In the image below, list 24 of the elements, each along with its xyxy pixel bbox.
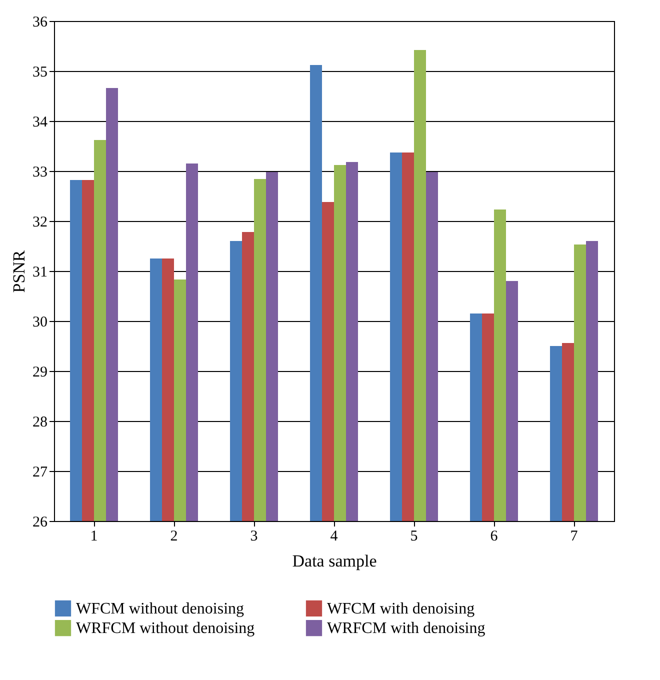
x-tick-label: 1 [90, 528, 98, 544]
y-tick-label: 35 [32, 64, 48, 80]
y-tick-label: 26 [32, 514, 48, 530]
y-tick-label: 30 [32, 314, 48, 330]
y-tick-label: 36 [32, 14, 48, 30]
x-tick-label: 7 [570, 528, 578, 544]
legend-label: WRFCM with denoising [327, 620, 486, 637]
x-tick-label: 4 [330, 528, 338, 544]
y-axis-title: PSNR [10, 250, 28, 293]
x-tick-label: 6 [490, 528, 498, 544]
y-tick-label: 28 [32, 414, 48, 430]
y-tick-label: 31 [32, 264, 48, 280]
x-tick-label: 2 [170, 528, 178, 544]
legend-label: WFCM without denoising [76, 600, 244, 618]
x-tick-label: 3 [250, 528, 258, 544]
legend-label: WFCM with denoising [327, 600, 475, 618]
y-tick-label: 32 [32, 214, 48, 230]
legend-label: WRFCM without denoising [76, 620, 255, 637]
y-tick-label: 34 [32, 114, 48, 130]
y-tick-label: 27 [32, 464, 48, 480]
x-axis-title: Data sample [292, 552, 377, 570]
y-tick-label: 33 [32, 164, 48, 180]
y-tick-label: 29 [32, 364, 48, 380]
x-tick-label: 5 [410, 528, 418, 544]
